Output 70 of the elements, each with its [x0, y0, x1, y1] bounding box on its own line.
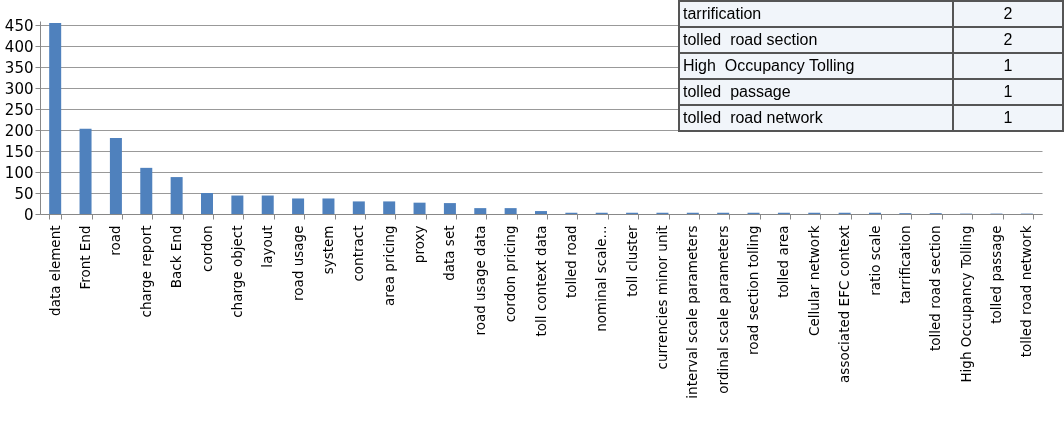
bar [504, 208, 517, 214]
bar [413, 202, 426, 214]
annotation: 1 [953, 53, 1063, 79]
x-tick-label: proxy [411, 225, 428, 264]
bar [322, 198, 335, 214]
x-tick-label: layout [259, 225, 276, 268]
annotation: High Occupancy Tolling [679, 53, 953, 79]
bar [261, 195, 274, 214]
x-tick-label: cordon [198, 225, 215, 272]
annotation: 1 [953, 79, 1063, 105]
bar [201, 193, 213, 214]
x-tick-label: tolled road section [927, 225, 944, 351]
x-tick-label: system [319, 225, 336, 275]
x-tick-label: charge object [228, 225, 245, 318]
x-tick-label: ordinal scale parameters [714, 225, 731, 394]
y-tick-label: 250 [4, 100, 34, 119]
x-tick-label: cordon pricing [502, 225, 519, 323]
bar [140, 167, 153, 214]
bar [292, 198, 305, 214]
bar [79, 128, 92, 214]
annotation: tolled passage [679, 79, 953, 105]
x-tick-label: ratio scale [866, 225, 883, 296]
x-tick-label: nominal scale... [593, 225, 610, 332]
x-tick-label: road usage [289, 225, 306, 301]
x-tick-label: contract [350, 225, 367, 282]
y-tick-label: 150 [4, 142, 34, 161]
annotation: 2 [953, 27, 1063, 53]
annotation: 2 [953, 1, 1063, 27]
x-tick-label: toll cluster [623, 225, 640, 297]
bar [535, 211, 547, 214]
x-tick-label: Cellular network [805, 225, 822, 336]
x-tick-label: associated EFC context [836, 225, 853, 383]
x-tick-label: road usage data [471, 225, 488, 336]
bar [474, 208, 487, 214]
annotation: 1 [953, 105, 1063, 131]
bar [352, 201, 365, 214]
x-tick-label: road section tolling [745, 225, 762, 355]
x-tick-label: data element [46, 225, 63, 316]
x-tick-label: tolled road [562, 225, 579, 299]
bar [383, 201, 396, 214]
x-tick-label: toll context data [532, 225, 549, 337]
x-tick-label: area pricing [380, 225, 397, 307]
x-tick-label: Front End [77, 225, 94, 290]
y-tick-label: 300 [4, 79, 34, 98]
y-tick-label: 350 [4, 58, 34, 77]
bar [443, 203, 456, 214]
bar [170, 177, 183, 214]
x-tick-label: tolled passage [987, 225, 1004, 324]
y-tick-label: 450 [4, 16, 34, 35]
x-tick-label: High Occupancy Tolling [957, 225, 974, 383]
y-tick-label: 400 [4, 37, 34, 56]
y-tick-label: 200 [4, 121, 34, 140]
y-tick-label: 50 [14, 184, 34, 203]
x-tick-label: tolled area [775, 225, 792, 298]
annotation: tolled road section [679, 27, 953, 53]
x-tick-label: interval scale parameters [684, 225, 701, 399]
x-tick-label: currencies minor unit [653, 225, 670, 370]
bar [49, 23, 62, 214]
x-tick-label: charge report [137, 225, 154, 318]
annotation: tarrification [679, 1, 953, 27]
y-tick-label: 100 [4, 163, 34, 182]
x-tick-label: tolled road network [1018, 225, 1035, 358]
x-tick-label: data set [441, 225, 458, 281]
bar [109, 138, 122, 214]
annotation: tolled road network [679, 105, 953, 131]
x-tick-label: road [107, 225, 124, 256]
x-tick-label: Back End [168, 225, 185, 289]
x-tick-label: tarrification [896, 225, 913, 304]
y-tick-label: 0 [23, 205, 34, 224]
bar [231, 195, 244, 214]
